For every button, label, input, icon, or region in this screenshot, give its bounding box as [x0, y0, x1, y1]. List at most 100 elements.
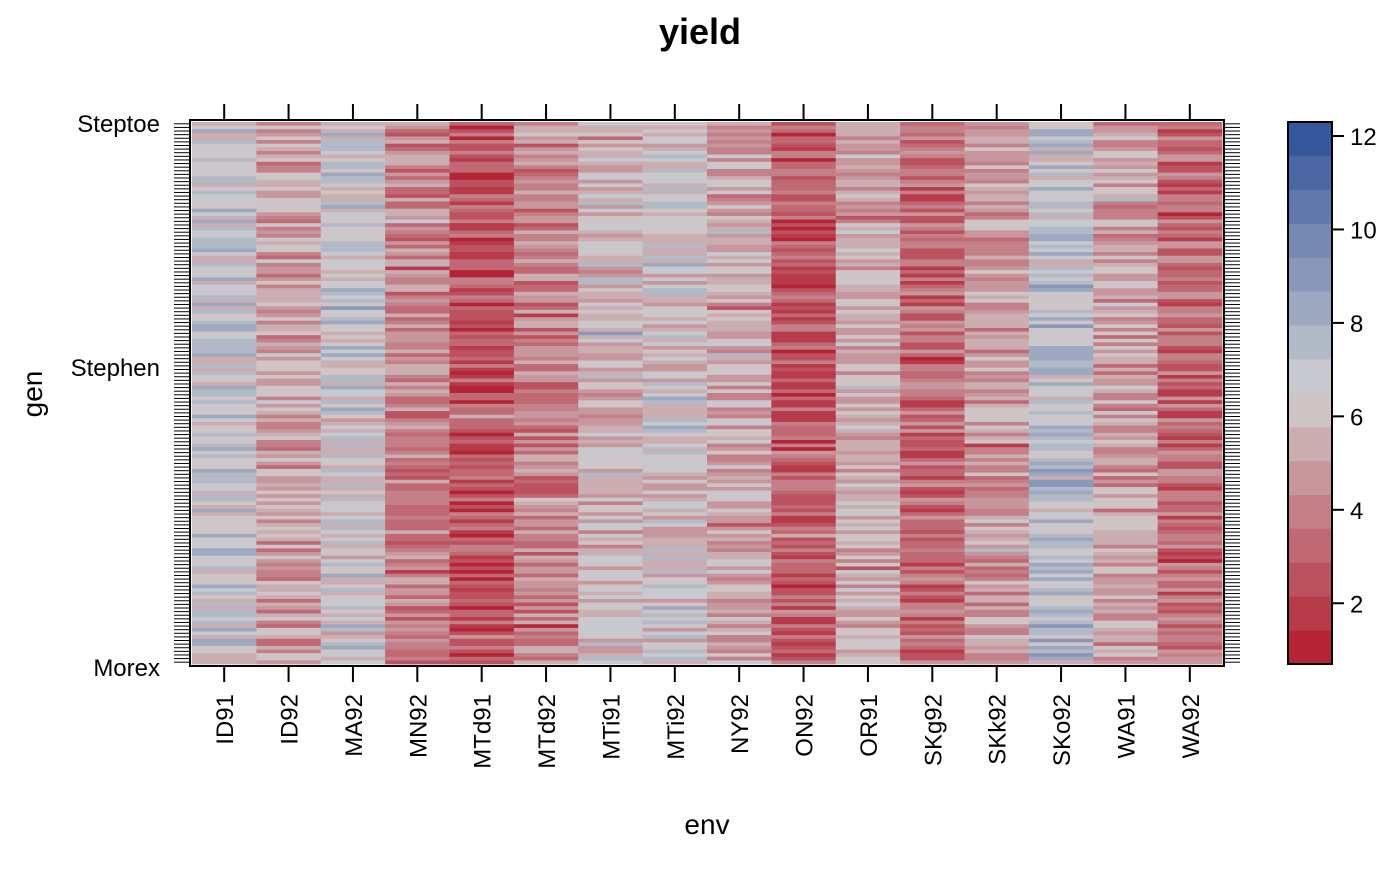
- heatmap-cell: [1093, 660, 1159, 665]
- heatmap-cell: [1157, 205, 1223, 210]
- heatmap-cell: [835, 606, 901, 611]
- heatmap-cell: [449, 505, 515, 510]
- heatmap-cell: [835, 346, 901, 351]
- heatmap-cell: [513, 280, 579, 285]
- heatmap-cell: [1093, 508, 1159, 513]
- heatmap-cell: [256, 591, 322, 596]
- heatmap-cell: [385, 620, 450, 625]
- heatmap-cell: [192, 512, 257, 517]
- heatmap-cell: [320, 414, 386, 419]
- colorbar-tick-label: 2: [1350, 591, 1363, 618]
- heatmap-cell: [385, 262, 450, 267]
- heatmap-cell: [385, 606, 450, 611]
- heatmap-cell: [707, 465, 772, 470]
- heatmap-cell: [578, 320, 644, 325]
- heatmap-cell: [385, 461, 450, 466]
- heatmap-cell: [835, 299, 901, 304]
- heatmap-cell: [964, 291, 1030, 296]
- heatmap-cell: [835, 313, 901, 318]
- heatmap-cell: [320, 439, 386, 444]
- heatmap-cell: [835, 476, 901, 481]
- heatmap-cell: [1157, 468, 1223, 473]
- heatmap-cell: [256, 288, 322, 293]
- heatmap-cell: [578, 215, 644, 220]
- heatmap-cell: [835, 584, 901, 589]
- heatmap-cell: [256, 165, 322, 170]
- heatmap-cell: [385, 501, 450, 506]
- heatmap-cell: [964, 140, 1030, 145]
- heatmap-cell: [642, 645, 708, 650]
- heatmap-cell: [256, 645, 322, 650]
- heatmap-cell: [320, 526, 386, 531]
- heatmap-cell: [513, 494, 579, 499]
- heatmap-cell: [642, 494, 708, 499]
- heatmap-cell: [192, 150, 257, 155]
- colorbar-band: [1288, 528, 1332, 563]
- heatmap-cell: [642, 140, 708, 145]
- heatmap-cell: [578, 609, 644, 614]
- heatmap-cell: [320, 393, 386, 398]
- heatmap-cell: [320, 656, 386, 661]
- heatmap-cell: [642, 425, 708, 430]
- heatmap-cell: [578, 595, 644, 600]
- heatmap-cell: [320, 541, 386, 546]
- heatmap-cell: [1157, 541, 1223, 546]
- heatmap-cell: [578, 273, 644, 278]
- heatmap-cell: [513, 309, 579, 314]
- heatmap-cell: [707, 512, 772, 517]
- heatmap-cell: [835, 327, 901, 332]
- heatmap-cell: [900, 223, 965, 228]
- heatmap-cell: [449, 176, 515, 181]
- heatmap-cell: [964, 168, 1030, 173]
- heatmap-cell: [1093, 573, 1159, 578]
- heatmap-cell: [900, 541, 965, 546]
- heatmap-cell: [771, 400, 837, 405]
- heatmap-cell: [1093, 577, 1159, 582]
- heatmap-cell: [1028, 512, 1094, 517]
- heatmap-cell: [964, 313, 1030, 318]
- heatmap-cell: [256, 371, 322, 376]
- heatmap-cell: [835, 367, 901, 372]
- heatmap-cell: [835, 465, 901, 470]
- heatmap-cell: [192, 317, 257, 322]
- heatmap-cell: [256, 584, 322, 589]
- heatmap-cell: [1028, 450, 1094, 455]
- heatmap-cell: [578, 382, 644, 387]
- heatmap-cell: [385, 150, 450, 155]
- heatmap-cell: [900, 346, 965, 351]
- heatmap-cell: [642, 248, 708, 253]
- heatmap-cell: [256, 476, 322, 481]
- heatmap-cell: [707, 140, 772, 145]
- heatmap-cell: [192, 353, 257, 358]
- heatmap-cell: [449, 338, 515, 343]
- heatmap-cell: [320, 620, 386, 625]
- heatmap-cell: [1093, 378, 1159, 383]
- heatmap-cell: [771, 255, 837, 260]
- heatmap-cell: [385, 645, 450, 650]
- heatmap-cell: [1028, 523, 1094, 528]
- heatmap-cell: [771, 349, 837, 354]
- heatmap-cell: [192, 635, 257, 640]
- heatmap-cell: [578, 649, 644, 654]
- heatmap-cell: [1157, 490, 1223, 495]
- heatmap-cell: [964, 421, 1030, 426]
- heatmap-cell: [320, 374, 386, 379]
- heatmap-cell: [513, 324, 579, 329]
- heatmap-cell: [1093, 411, 1159, 416]
- heatmap-cell: [707, 223, 772, 228]
- heatmap-cell: [771, 299, 837, 304]
- heatmap-cell: [835, 205, 901, 210]
- heatmap-cell: [449, 215, 515, 220]
- heatmap-cell: [964, 631, 1030, 636]
- heatmap-cell: [964, 382, 1030, 387]
- heatmap-cell: [385, 577, 450, 582]
- heatmap-cell: [192, 356, 257, 361]
- heatmap-cell: [449, 602, 515, 607]
- heatmap-cell: [385, 168, 450, 173]
- heatmap-cell: [900, 353, 965, 358]
- heatmap-cell: [1028, 526, 1094, 531]
- heatmap-cell: [513, 465, 579, 470]
- heatmap-cell: [449, 562, 515, 567]
- heatmap-cell: [513, 602, 579, 607]
